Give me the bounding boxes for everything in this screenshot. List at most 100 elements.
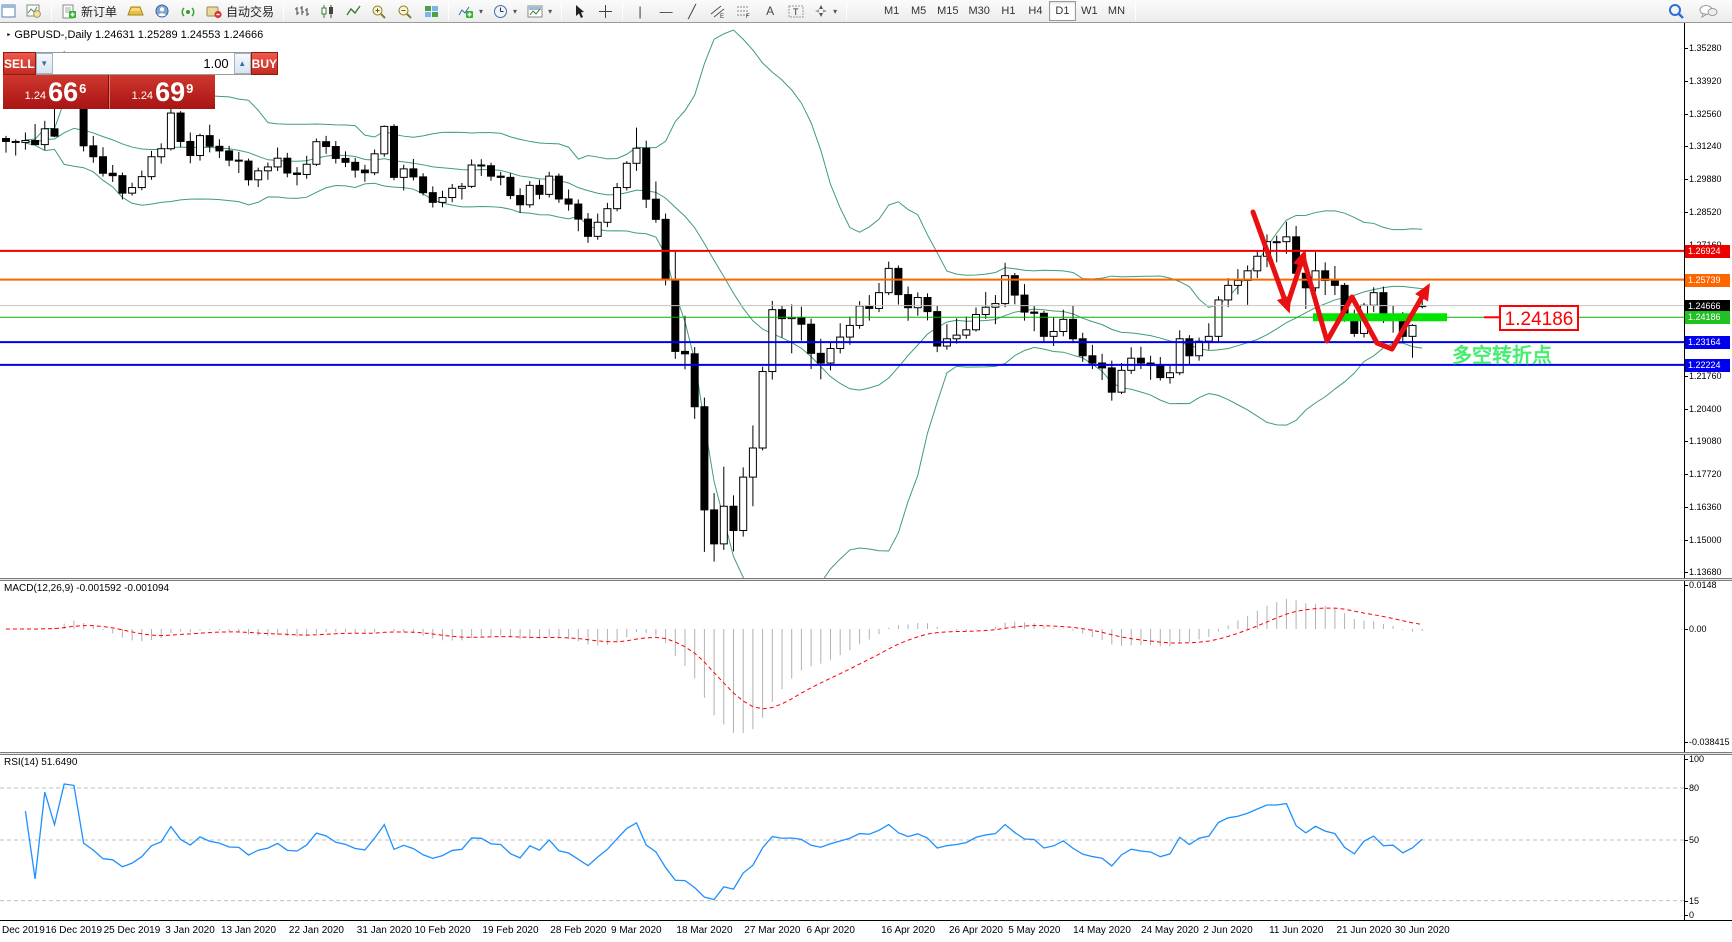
new-order-icon [62, 4, 76, 18]
lot-size-control: ▼ ▲ [35, 52, 251, 75]
lot-increase-button[interactable]: ▲ [233, 53, 251, 74]
lot-size-input[interactable] [52, 53, 234, 74]
turning-point-text[interactable]: 多空转折点 [1452, 343, 1552, 367]
horizontal-line-tool[interactable]: — [654, 1, 678, 21]
new-order-label: 新订单 [81, 4, 118, 19]
timeframe-m30[interactable]: M30 [968, 5, 990, 17]
gold-ingot-icon [127, 6, 144, 16]
date-tick-label: 25 Dec 2019 [103, 925, 161, 936]
text-label-icon: T [788, 5, 804, 17]
price-tick: 0.00 [1684, 624, 1707, 634]
trendline-icon: ╱ [688, 3, 696, 19]
pane-splitter[interactable] [0, 578, 1732, 581]
sell-price-prefix: 1.24 [24, 90, 47, 103]
line-chart-button[interactable] [341, 1, 365, 21]
date-tick-label: 9 Mar 2020 [611, 925, 662, 936]
sell-button[interactable]: SELL [3, 52, 36, 75]
auto-trading-button[interactable]: 自动交易 [202, 1, 278, 21]
vertical-line-tool[interactable]: | [628, 1, 652, 21]
timeframe-m5[interactable]: M5 [910, 5, 927, 17]
toolbar-separator [622, 2, 624, 20]
date-tick-label: 26 Apr 2020 [949, 925, 1003, 936]
community-button[interactable] [150, 1, 174, 21]
toolbar-separator [1135, 2, 1137, 20]
price-tick: 0 [1683, 910, 1695, 920]
rsi-pane[interactable] [0, 755, 1684, 920]
zigzag-annotation[interactable] [1250, 209, 1430, 352]
price-level-label: 1.26924 [1685, 244, 1730, 258]
toolbar-separator [561, 2, 563, 20]
buy-price-pip: 9 [186, 81, 194, 96]
new-order-button[interactable]: 新订单 [57, 1, 121, 21]
tile-windows-icon [424, 5, 438, 17]
macd-pane[interactable] [0, 581, 1684, 752]
fibonacci-tool[interactable]: F [732, 1, 756, 21]
pane-splitter[interactable] [0, 752, 1732, 755]
search-button[interactable] [1664, 1, 1689, 21]
templates-button[interactable]: ▾ [523, 1, 556, 21]
new-chart-button[interactable] [0, 1, 20, 21]
date-tick-label: Dec 2019 [2, 925, 45, 936]
timeframe-h1[interactable]: H1 [1001, 5, 1016, 17]
rsi-line [24, 783, 1423, 901]
chat-button[interactable] [1695, 1, 1722, 21]
date-tick-label: 2 Jun 2020 [1203, 925, 1253, 936]
price-tick: 50 [1683, 835, 1700, 845]
arrows-tool[interactable]: ▾ [810, 1, 841, 21]
price-tick: 1.31240 [1684, 141, 1722, 152]
timeframe-h4[interactable]: H4 [1028, 5, 1043, 17]
crosshair-tool[interactable] [593, 1, 617, 21]
price-axis[interactable]: 1.35280 1.33920 1.32560 1.31240 1.29880 1.285… [1683, 23, 1732, 920]
date-tick-label: 3 Jan 2020 [165, 925, 215, 936]
candlestick-chart-button[interactable] [315, 1, 339, 21]
date-tick-label: 18 Mar 2020 [676, 925, 733, 936]
timeframe-m15[interactable]: M15 [937, 5, 959, 17]
timeframe-m1[interactable]: M1 [883, 5, 900, 17]
date-tick-label: 10 Feb 2020 [414, 925, 471, 936]
date-tick-label: 14 May 2020 [1073, 925, 1131, 936]
toolbar-separator [448, 2, 450, 20]
cursor-tool[interactable] [567, 1, 591, 21]
date-tick-label: 16 Dec 2019 [45, 925, 103, 936]
deposit-button[interactable] [123, 1, 148, 21]
buy-price[interactable]: 1.24 69 9 [109, 75, 215, 109]
dropdown-caret-icon: ▾ [513, 6, 518, 16]
auto-trading-icon [206, 6, 222, 18]
horizontal-levels [0, 249, 1684, 366]
date-tick-label: 5 May 2020 [1008, 925, 1061, 936]
indicators-button[interactable]: ▾ [454, 1, 487, 21]
window-icon [1, 4, 15, 18]
date-tick-label: 27 Mar 2020 [744, 925, 801, 936]
zoom-in-button[interactable] [367, 1, 391, 21]
chart-profile-button[interactable] [22, 1, 46, 21]
periods-button[interactable]: ▾ [489, 1, 521, 21]
lot-decrease-button[interactable]: ▼ [35, 53, 53, 74]
price-level-label: 1.23164 [1685, 336, 1730, 350]
auto-trading-label: 自动交易 [226, 4, 275, 19]
trendline-tool[interactable]: ╱ [680, 1, 704, 21]
zoom-out-button[interactable] [393, 1, 417, 21]
date-axis[interactable]: Dec 2019 16 Dec 2019 25 Dec 2019 3 Jan 2020… [0, 920, 1732, 942]
price-level-label: 1.24666 [1685, 299, 1730, 313]
collapse-arrow-icon: ‣ [6, 30, 12, 40]
highlight-zone-bar[interactable] [1313, 313, 1447, 322]
price-tick: 80 [1683, 783, 1700, 793]
bar-chart-button[interactable] [289, 1, 313, 21]
timeframe-mn[interactable]: MN [1107, 5, 1126, 17]
channel-tool[interactable]: E [706, 1, 730, 21]
price-chart-pane[interactable]: 1.24186 多空转折点 [0, 23, 1684, 578]
buy-button[interactable]: BUY [250, 52, 279, 75]
signals-button[interactable] [176, 1, 200, 21]
price-tick: 0.0148 [1684, 580, 1717, 591]
label-tool[interactable]: T [784, 1, 808, 21]
timeframe-d1[interactable]: D1 [1048, 1, 1076, 21]
text-icon: A [766, 4, 775, 18]
sell-price[interactable]: 1.24 66 6 [3, 75, 109, 109]
level-price-box[interactable]: 1.24186 [1484, 305, 1579, 331]
macd-label: MACD(12,26,9) -0.001592 -0.001094 [4, 583, 170, 594]
tile-windows-button[interactable] [419, 1, 443, 21]
timeframe-w1[interactable]: W1 [1081, 5, 1098, 17]
hline-icon: — [659, 3, 673, 19]
text-tool[interactable]: A [758, 1, 782, 21]
